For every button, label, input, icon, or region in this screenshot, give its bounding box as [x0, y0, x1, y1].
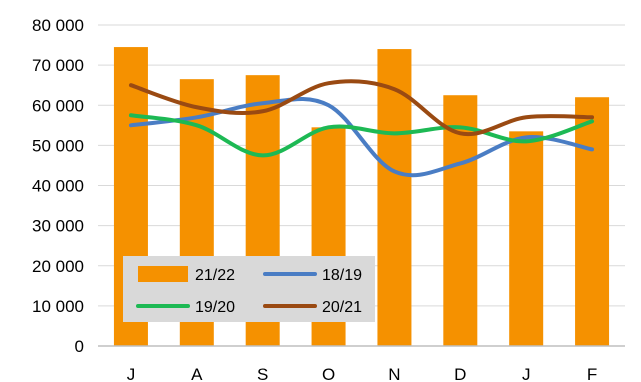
x-tick-label: N: [388, 365, 400, 382]
legend-label: 20/21: [322, 299, 362, 316]
x-tick-label: D: [454, 365, 466, 382]
line-series-19-20: [128, 113, 595, 158]
y-tick-label: 20 000: [32, 257, 84, 276]
y-tick-label: 70 000: [32, 56, 84, 75]
legend-swatch-bar: [138, 266, 188, 282]
legend-label: 18/19: [322, 267, 362, 284]
x-tick-label: F: [587, 365, 597, 382]
y-tick-label: 60 000: [32, 96, 84, 115]
x-tick-label: J: [127, 365, 136, 382]
x-tick-label: O: [322, 365, 335, 382]
axes: 0 10 000 20 000 30 000 40 000 50 000 60 000 70 …: [32, 16, 625, 382]
bar: [509, 131, 544, 346]
x-tick-label: S: [257, 365, 268, 382]
y-tick-label: 80 000: [32, 16, 84, 35]
line-series-18-19: [128, 96, 595, 178]
bar: [443, 95, 478, 346]
y-tick-label: 40 000: [32, 177, 84, 196]
x-tick-label: A: [191, 365, 203, 382]
y-tick-label: 50 000: [32, 136, 84, 155]
legend: 21/22 18/19 19/20 20/21: [123, 256, 375, 322]
bar: [377, 49, 412, 346]
y-tick-label: 30 000: [32, 217, 84, 236]
bar: [575, 97, 610, 346]
line-series-group: [128, 79, 595, 178]
legend-label: 19/20: [195, 299, 235, 316]
legend-label: 21/22: [195, 267, 235, 284]
y-tick-label: 0: [75, 337, 84, 356]
y-tick-label: 10 000: [32, 297, 84, 316]
line-series-20-21: [128, 79, 595, 137]
x-tick-label: J: [522, 365, 531, 382]
